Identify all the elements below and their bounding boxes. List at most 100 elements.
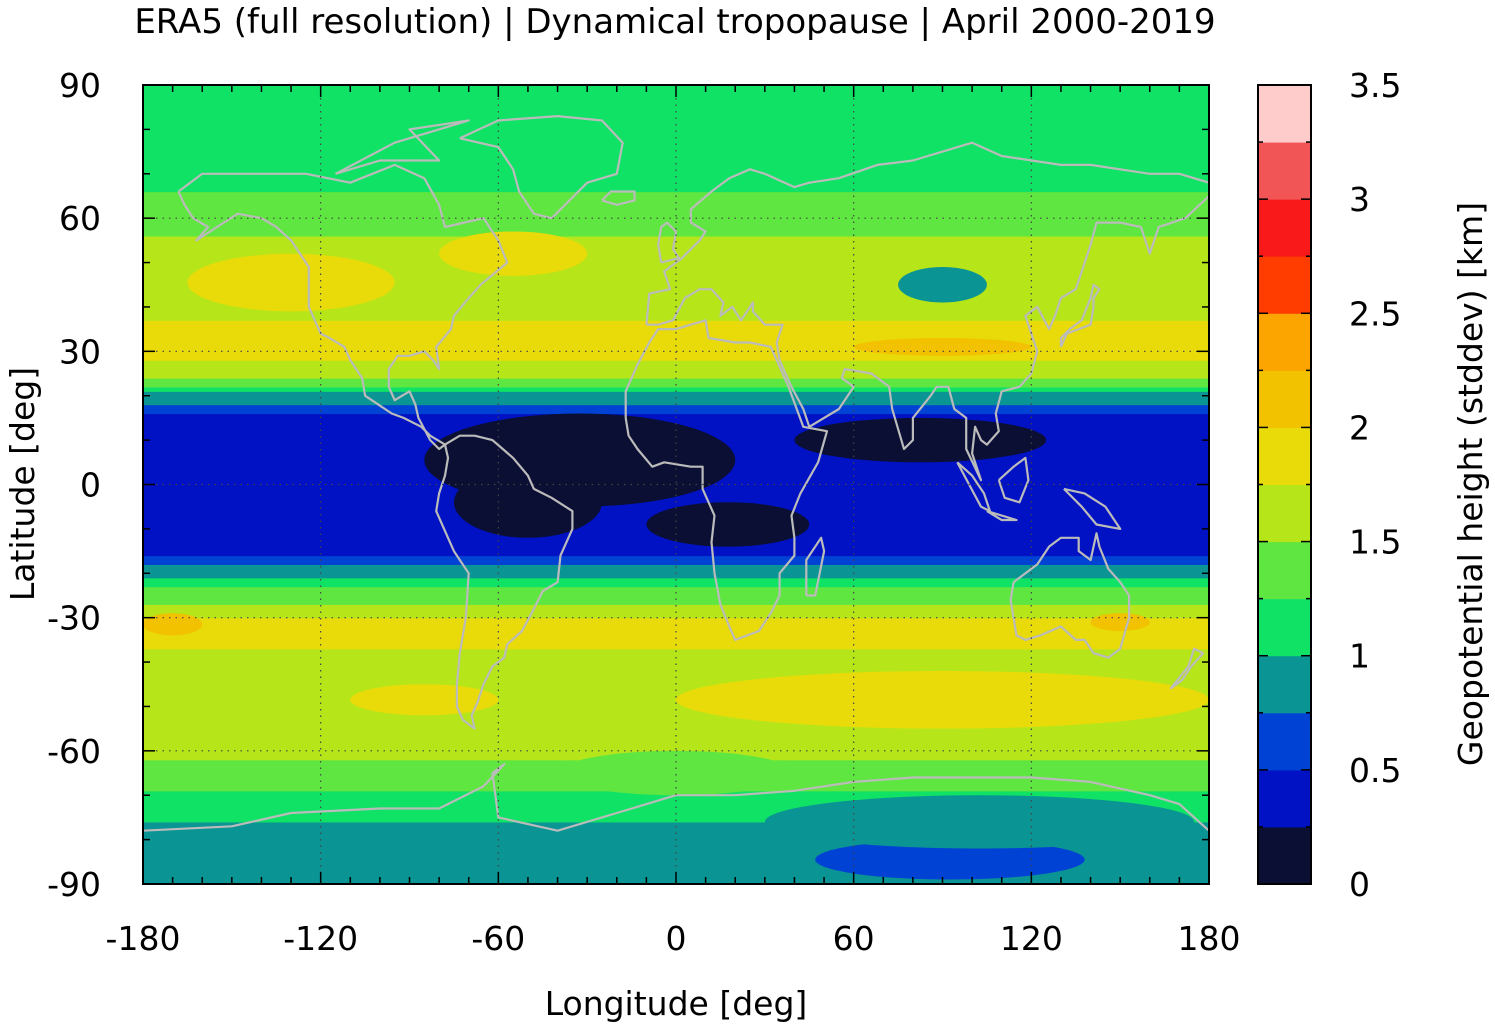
- field-band: [143, 329, 1209, 335]
- field-feature: [676, 670, 1209, 729]
- field-band: [143, 670, 1209, 676]
- colorbar: [1257, 84, 1312, 885]
- field-band: [143, 209, 1209, 215]
- x-tick-label: 180: [1178, 919, 1241, 958]
- y-tick-label: 60: [59, 199, 101, 238]
- field-band: [143, 240, 1209, 246]
- field-band: [143, 812, 1209, 819]
- field-feature: [187, 253, 395, 312]
- colorbar-swatch: [1258, 826, 1311, 885]
- field-band: [143, 688, 1209, 694]
- field-band: [143, 182, 1209, 188]
- coastline: [334, 119, 470, 175]
- field-band: [143, 684, 1209, 690]
- field-band: [143, 644, 1209, 650]
- x-tick-label: 120: [1000, 919, 1063, 958]
- field-band: [143, 626, 1209, 632]
- field-band: [143, 697, 1209, 703]
- field-band: [143, 582, 1209, 588]
- colorbar-swatch: [1258, 427, 1311, 485]
- field-band: [143, 586, 1209, 592]
- y-tick-label: 90: [59, 66, 101, 105]
- field-band: [143, 289, 1209, 295]
- colorbar-swatch: [1258, 484, 1311, 543]
- colorbar-tick-label: 0.5: [1349, 751, 1401, 790]
- field-feature: [1090, 613, 1150, 631]
- field-band: [143, 826, 1209, 832]
- coastline: [986, 510, 1018, 522]
- field-band: [143, 324, 1209, 330]
- colorbar-tick-label: 3: [1349, 180, 1370, 219]
- y-axis-label: Latitude [deg]: [3, 367, 42, 601]
- colorbar-swatch: [1258, 370, 1311, 428]
- field-band: [143, 417, 1209, 423]
- field-band: [143, 568, 1209, 574]
- x-tick-label: 0: [666, 919, 687, 958]
- x-tick-label: -120: [283, 919, 358, 958]
- field-band: [143, 835, 1209, 841]
- field-band: [143, 227, 1209, 233]
- grid-lines: [143, 85, 1209, 884]
- colorbar-tick-label: 1.5: [1349, 523, 1401, 562]
- field-band: [143, 795, 1209, 801]
- field-band: [143, 377, 1209, 384]
- field-band: [143, 595, 1209, 601]
- field-band: [143, 559, 1209, 565]
- field-band: [143, 409, 1209, 415]
- field-band: [143, 573, 1209, 579]
- colorbar-tick-label: 0: [1349, 865, 1370, 904]
- field-band: [143, 555, 1209, 561]
- field-band: [143, 715, 1209, 721]
- x-tick-labels: -180 -120 -60 0 60 120 180: [106, 919, 1241, 958]
- x-axis-label: Longitude [deg]: [545, 984, 808, 1023]
- x-tick-label: 60: [833, 919, 875, 958]
- colorbar-swatch: [1258, 712, 1311, 771]
- field-feature: [231, 448, 351, 485]
- field-band: [143, 839, 1209, 845]
- field-band: [143, 653, 1209, 659]
- colorbar-swatch: [1258, 769, 1311, 828]
- colorbar-tick-labels: 0 0.5 1 1.5 2 2.5 3 3.5: [1349, 66, 1401, 904]
- field-band: [143, 222, 1209, 228]
- field-band: [143, 639, 1209, 645]
- field-band: [143, 706, 1209, 712]
- minor-ticks: [142, 84, 1210, 885]
- field-feature: [453, 466, 602, 538]
- field-band: [143, 191, 1209, 197]
- field-band: [143, 693, 1209, 699]
- field-band: [143, 728, 1209, 734]
- x-tick-label: -60: [471, 919, 525, 958]
- coastline: [997, 456, 1030, 504]
- field-band: [143, 852, 1209, 858]
- field-band: [143, 617, 1209, 623]
- colorbar-tick-label: 3.5: [1349, 66, 1401, 105]
- field-band: [143, 253, 1209, 259]
- colorbar-swatch: [1258, 313, 1311, 371]
- field-band: [143, 120, 1209, 126]
- colorbar-swatch: [1258, 142, 1311, 200]
- field-band: [143, 404, 1209, 410]
- coastline: [435, 434, 574, 730]
- coastline: [1169, 647, 1205, 690]
- chart-title: ERA5 (full resolution) | Dynamical tropo…: [134, 2, 1215, 42]
- colorbar-swatch: [1258, 541, 1311, 600]
- field-band: [143, 342, 1209, 348]
- field-band: [143, 320, 1209, 326]
- field-feature: [764, 795, 1195, 849]
- field-band: [143, 413, 1209, 419]
- field-feature: [439, 231, 588, 276]
- field-band: [143, 613, 1209, 619]
- field-band: [143, 657, 1209, 663]
- field-feature: [646, 502, 810, 547]
- field-band: [143, 391, 1209, 397]
- field-band: [143, 360, 1209, 366]
- field-band: [143, 546, 1209, 552]
- coastline-overlay: [143, 115, 1209, 832]
- coastline: [645, 141, 1209, 482]
- field-band: [143, 373, 1209, 379]
- x-tick-label: -180: [106, 919, 181, 958]
- field-band: [143, 111, 1209, 117]
- field-band: [143, 351, 1209, 357]
- coastline: [177, 163, 509, 451]
